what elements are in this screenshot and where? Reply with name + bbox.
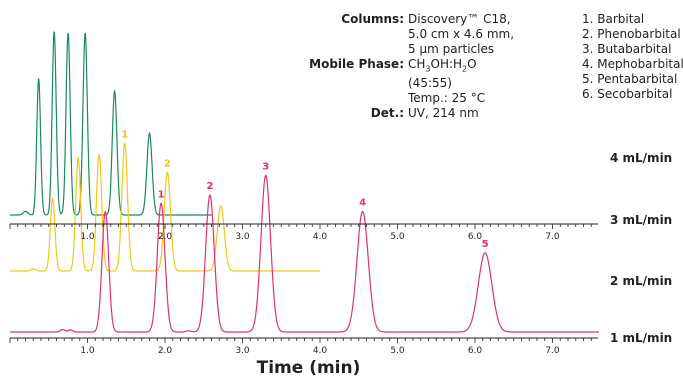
- mobile-phase-line-1: CH3OH:H2O: [408, 57, 477, 74]
- columns-line-1: Discovery™ C18,: [408, 12, 511, 26]
- x-tick-label: 5.0: [390, 346, 405, 356]
- x-tick-label: 2.0: [158, 346, 173, 356]
- mobile-phase-label: Mobile Phase:: [309, 57, 404, 71]
- x-axis-title: Time (min): [256, 358, 361, 378]
- peak-label: 1: [121, 129, 128, 140]
- compound-3: 3. Butabarbital: [582, 42, 672, 56]
- trace-3-mL-min: [10, 142, 320, 272]
- x-tick-label: 1.0: [80, 232, 95, 242]
- compound-2: 2. Phenobarbital: [582, 27, 681, 41]
- x-tick-label: 1.0: [80, 346, 95, 356]
- x-tick-label: 6.0: [468, 346, 483, 356]
- compound-4: 4. Mephobarbital: [582, 57, 683, 71]
- x-tick-label: 2.0: [158, 232, 173, 242]
- x-tick-label: 3.0: [235, 346, 250, 356]
- compound-5: 5. Pentabarbital: [582, 72, 678, 86]
- mobile-phase-line-3: Temp.: 25 °C: [408, 91, 486, 106]
- x-tick-label: 7.0: [545, 346, 560, 356]
- trace-4-mL-min: [10, 31, 212, 216]
- x-tick-label: 4.0: [313, 232, 328, 242]
- columns-line-3: 5 µm particles: [408, 42, 495, 56]
- det-value: UV, 214 nm: [408, 106, 479, 121]
- x-tick-label: 7.0: [545, 232, 560, 242]
- compound-1: 1. Barbital: [582, 12, 645, 26]
- peak-label: 1: [158, 189, 165, 200]
- flow-rate-label-4: 4 mL/min: [610, 151, 673, 165]
- columns-label: Columns:: [341, 12, 404, 26]
- x-tick-label: 4.0: [313, 346, 328, 356]
- x-tick-label: 3.0: [235, 232, 250, 242]
- flow-rate-label-3: 3 mL/min: [610, 213, 673, 227]
- peak-label: 5: [482, 239, 489, 250]
- flow-rate-label-1: 1 mL/min: [610, 331, 673, 345]
- flow-rate-label-2: 2 mL/min: [610, 274, 673, 288]
- x-tick-label: 6.0: [468, 232, 483, 242]
- columns-line-2: 5.0 cm x 4.6 mm,: [408, 27, 515, 41]
- trace-2-mL-min: [10, 174, 599, 333]
- mobile-phase-line-2: (45:55): [408, 76, 452, 91]
- det-label: Det.:: [370, 106, 404, 121]
- peak-label: 2: [164, 158, 171, 169]
- peak-label: 4: [359, 198, 366, 209]
- compound-6: 6. Secobarbital: [582, 87, 673, 101]
- peak-label: 3: [262, 161, 269, 172]
- peak-label: 2: [206, 181, 213, 192]
- chromatography-conditions: Columns: Discovery™ C18, 5.0 cm x 4.6 mm,…: [283, 12, 514, 121]
- compound-list: 1. Barbital 2. Phenobarbital 3. Butabarb…: [582, 12, 683, 102]
- x-tick-label: 5.0: [390, 232, 405, 242]
